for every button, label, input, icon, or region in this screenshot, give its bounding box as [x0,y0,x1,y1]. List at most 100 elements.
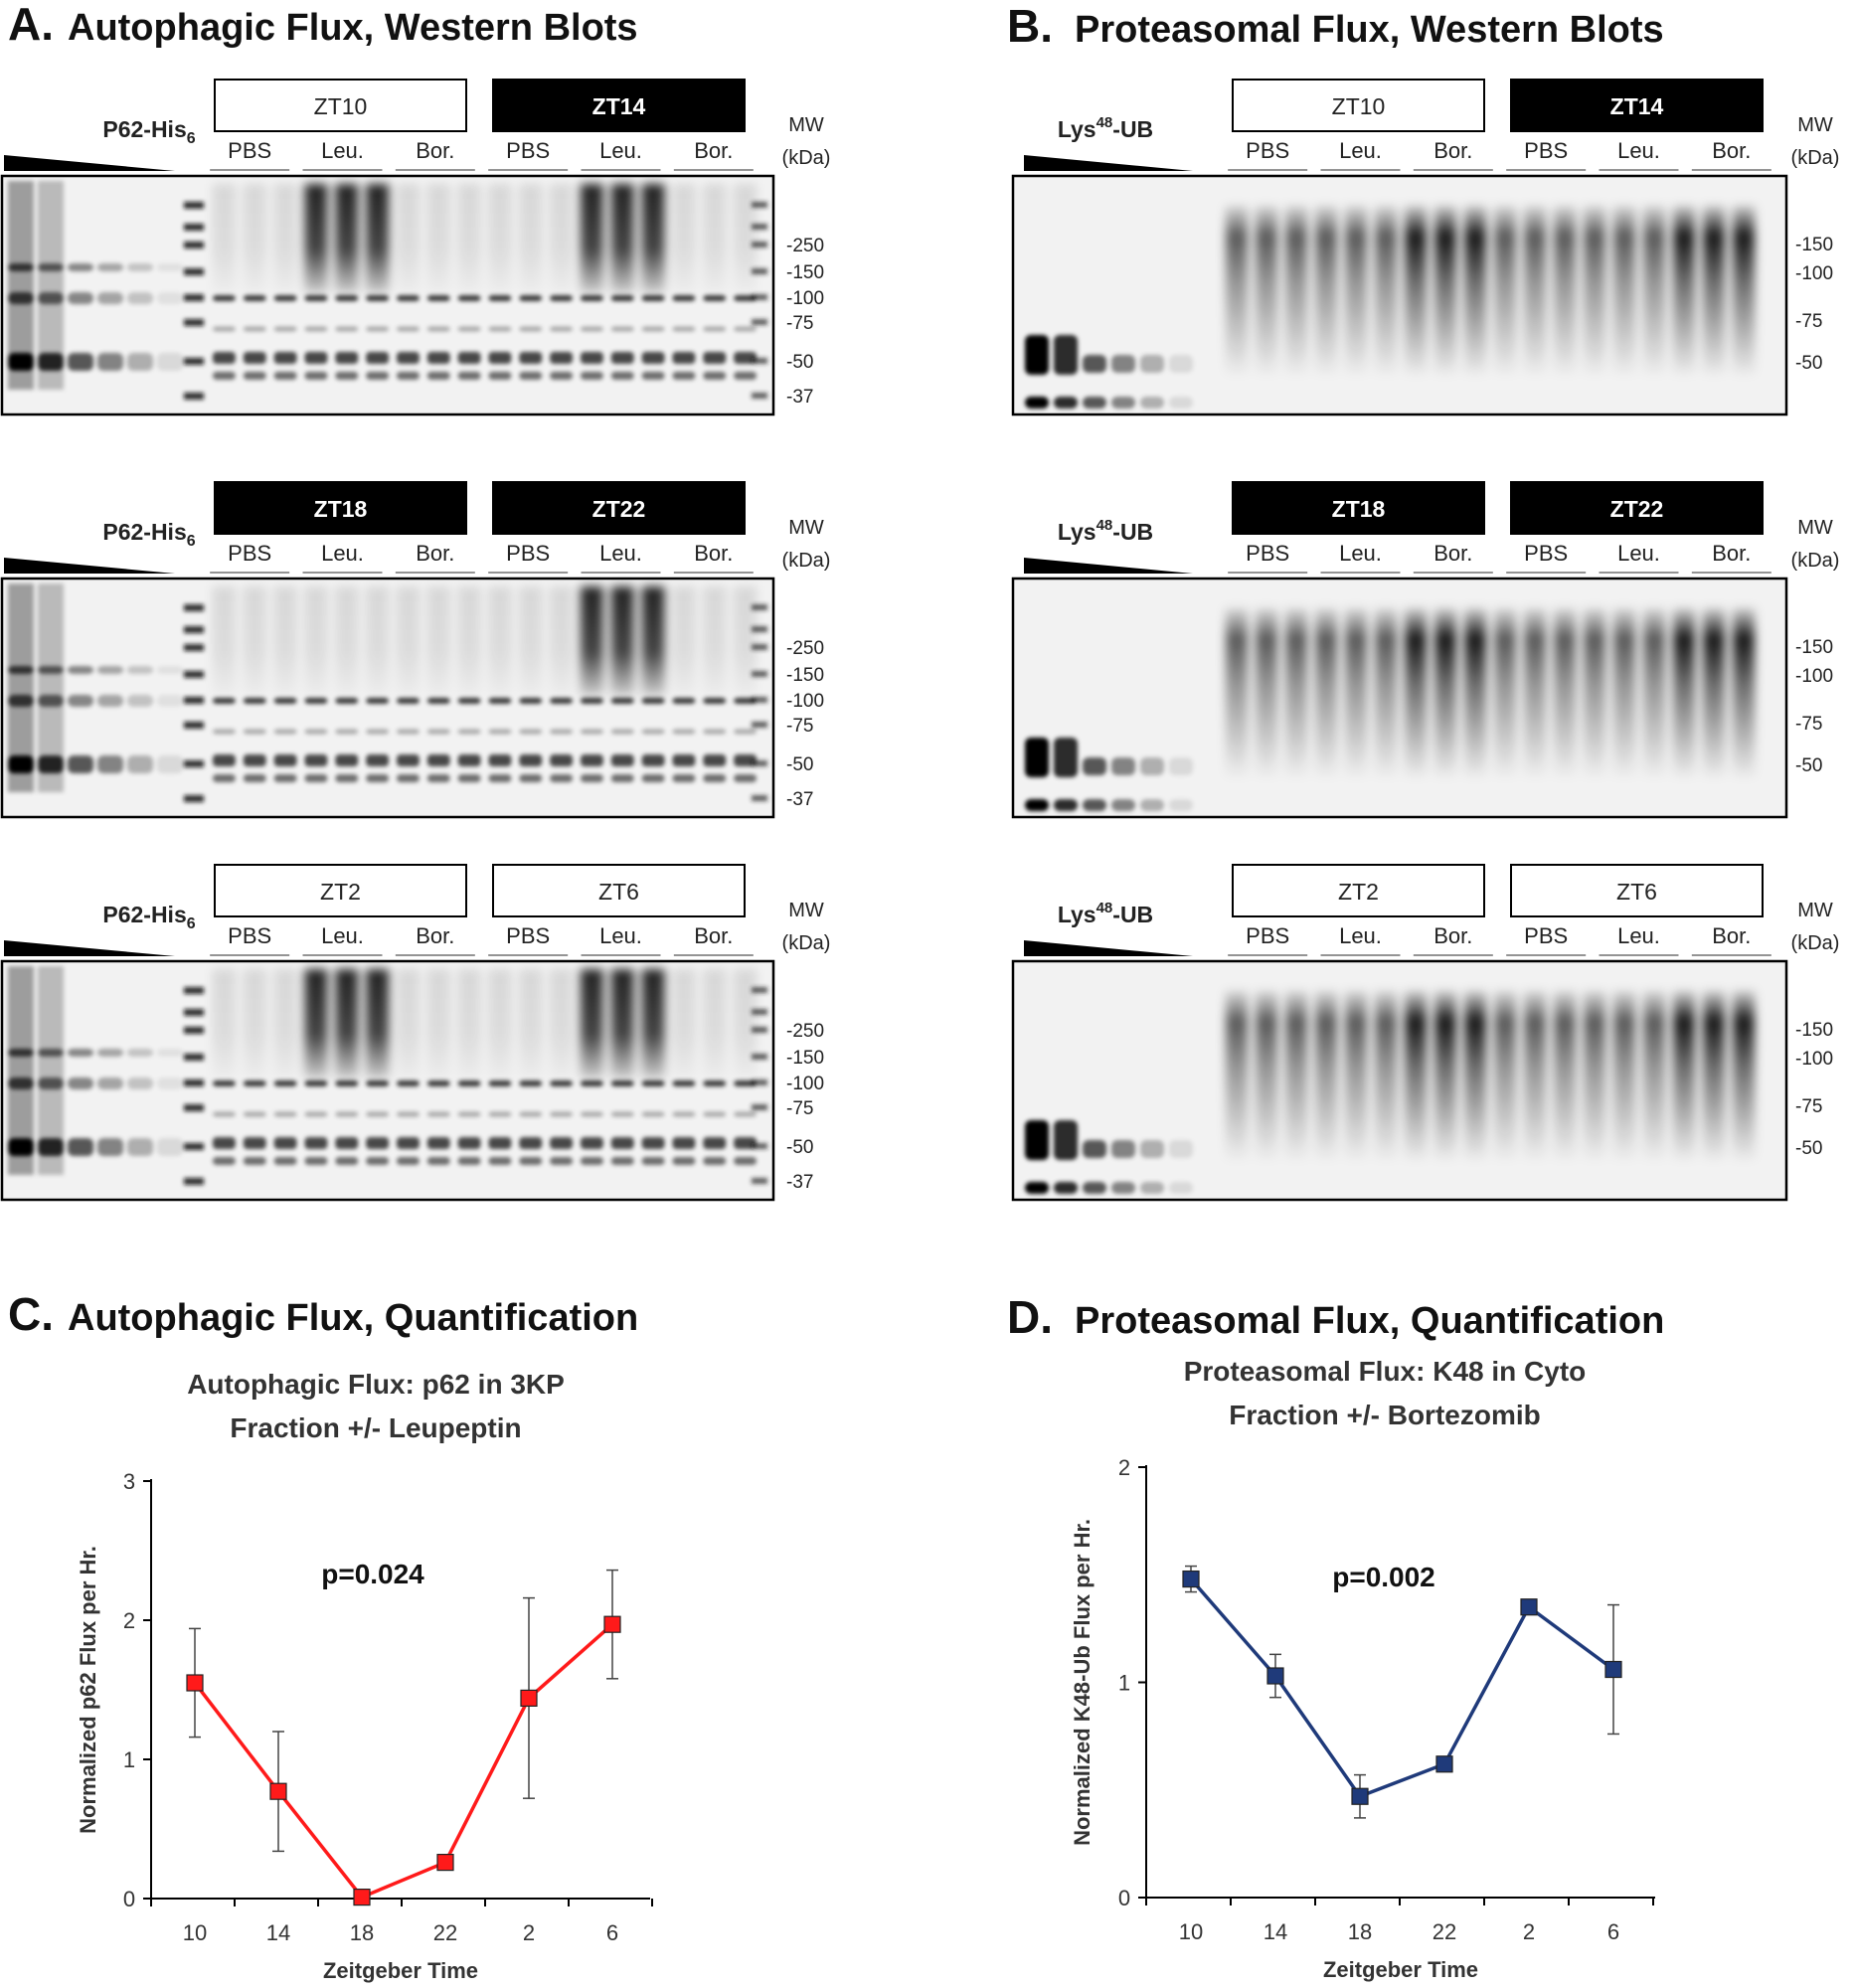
sample-band [550,729,573,735]
sample-band [672,698,696,704]
sample-smear [426,969,450,1078]
blot-frame [1011,577,1788,819]
sample-band [641,372,665,380]
zt-header-label-zt10: ZT10 [314,93,368,119]
sample-smear [397,969,420,1078]
sample-smear [703,969,727,1078]
sample-band [610,698,634,704]
sample-band [366,774,389,782]
x-axis-label: Zeitgeber Time [323,1958,478,1983]
standard-band [68,1077,93,1089]
sample-band [273,774,297,782]
sample-smear [1464,608,1486,777]
ladder-band [184,224,204,231]
sample-smear [1256,608,1277,777]
standard-band [68,666,93,674]
treatment-label-bor: Bor. [416,923,454,948]
treatment-label-leu: Leu. [321,541,364,566]
concentration-wedge [4,940,175,956]
zt-header-box-zt22 [492,481,746,535]
sample-smear [304,586,328,696]
sample-band [304,774,328,782]
sample-band [703,698,727,704]
bands-group [1025,738,1193,811]
sample-band [488,754,512,766]
standard-band [1054,1182,1078,1194]
sample-band [550,1080,573,1086]
sample-band [273,352,297,364]
sample-band [550,1111,573,1117]
mw-marker-50: -50 [1795,353,1822,374]
sample-band [273,295,297,301]
sample-band [213,754,236,766]
sample-smear [1345,206,1367,375]
ladder-band [184,795,204,802]
sample-smear [1613,206,1635,375]
treatment-label-pbs: PBS [1246,541,1289,566]
panel-b-title: B. Proteasomal Flux, Western Blots [1007,0,1664,52]
standard-band [1054,335,1078,375]
sample-smear [1285,991,1307,1160]
sample-band [397,326,420,332]
concentration-wedge [4,155,175,171]
sample-band [243,1111,266,1117]
standard-band [68,695,93,707]
sample-band [335,295,359,301]
treatment-label-pbs: PBS [1246,138,1289,163]
sample-band [488,774,512,782]
panel-a-title: A. Autophagic Flux, Western Blots [8,0,638,50]
ladder-band [752,987,767,993]
standard-band [127,666,153,674]
sample-smear [335,184,359,293]
sample-smear [1733,608,1755,777]
sample-smear [1494,991,1516,1160]
sample-band [641,295,665,301]
sample-band [703,754,727,766]
sample-band [734,1080,757,1086]
mw-unit-label: (kDa) [782,550,831,572]
sample-band [610,754,634,766]
sample-band [734,352,757,364]
sample-band [519,1157,543,1165]
treatment-label-bor: Bor. [694,138,733,163]
sample-smear [304,184,328,293]
concentration-wedge [4,558,175,574]
sample-band [426,729,450,735]
sample-band [488,1157,512,1165]
ladder-band [184,358,204,365]
sample-band [335,1111,359,1117]
standard-band [1054,738,1078,777]
mw-marker-150: -150 [786,1048,824,1069]
standard-band [127,292,153,304]
standard-band [1083,355,1106,373]
treatment-label-bor: Bor. [1433,138,1472,163]
sample-smear [1494,608,1516,777]
sample-band [703,295,727,301]
sample-band [273,729,297,735]
data-point [436,1853,454,1872]
standard-band [97,1049,123,1057]
data-point [1435,1755,1453,1773]
mw-marker-37: -37 [786,1172,813,1193]
blot-image [1011,174,1788,416]
sample-band [610,1080,634,1086]
sample-band [304,372,328,380]
sample-band [457,1080,481,1086]
zt-header-label-zt22: ZT22 [1610,496,1664,522]
sample-smear [581,586,603,696]
mw-marker-75: -75 [786,716,813,737]
ladder-band [184,1054,204,1061]
sample-smear [273,184,297,293]
sample-band [641,729,665,735]
treatment-label-pbs: PBS [1524,138,1568,163]
zt-header-label-zt6: ZT6 [1616,879,1657,905]
blot-row-3: ZT2 PBS Leu. Bor. ZT6 PBS Leu. Bor. P62-His6 MW (k… [0,864,830,1202]
sample-smear [1375,608,1397,777]
treatment-label-leu: Leu. [1339,541,1382,566]
treatment-label-pbs: PBS [506,923,550,948]
zt-header-label-zt2: ZT2 [1338,879,1379,905]
standard-band [68,263,93,271]
y-tick-label: 0 [123,1887,135,1911]
sample-smear [1703,991,1725,1160]
sample-band [304,295,328,301]
